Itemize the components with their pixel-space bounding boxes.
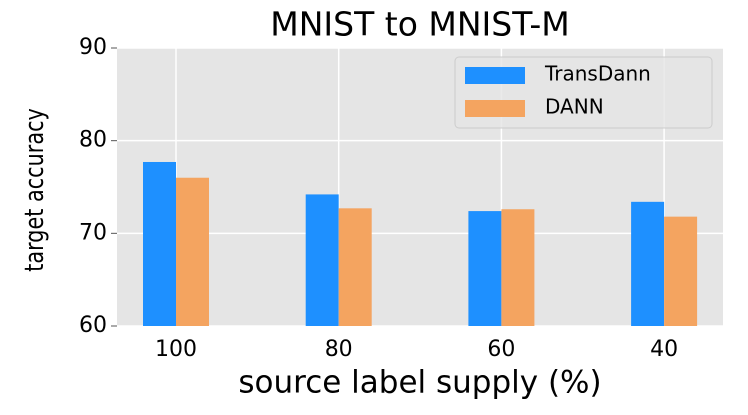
bar [664,216,698,326]
y-tick-label: 80 [79,128,107,153]
chart-title: MNIST to MNIST-M [270,5,569,44]
bar [631,201,665,326]
legend-swatch [465,67,525,84]
bar [338,208,372,326]
bar [468,211,502,326]
y-axis-label: target accuracy [19,108,50,272]
legend-swatch [465,100,525,117]
x-tick-label: 40 [650,337,678,362]
x-tick-label: 80 [325,337,353,362]
y-tick-label: 90 [79,35,107,60]
bar [501,209,535,326]
bar [176,177,209,326]
bar [143,161,176,326]
x-tick-label: 100 [155,337,197,362]
y-tick-label: 70 [79,220,107,245]
bar [305,194,339,326]
x-tick-label: 60 [487,337,515,362]
legend-label: TransDann [544,62,651,86]
x-axis-label: source label supply (%) [238,365,601,401]
legend-label: DANN [545,95,604,119]
y-tick-label: 60 [79,313,107,338]
